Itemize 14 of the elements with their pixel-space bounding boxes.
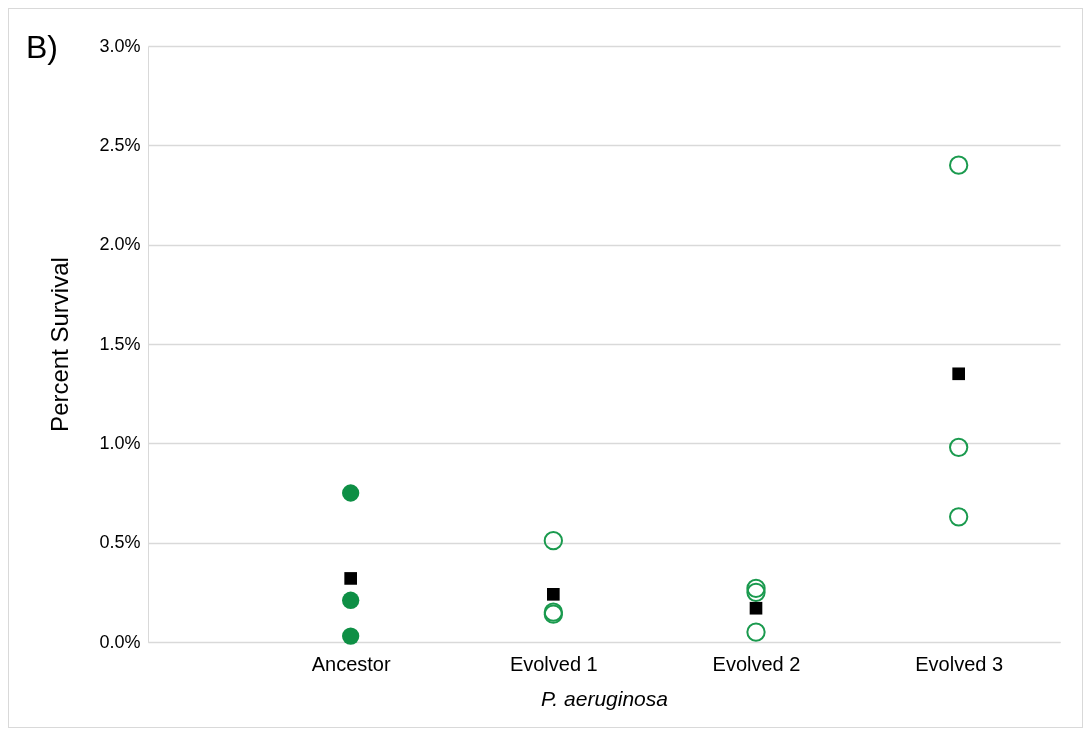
y-tick-label: 3.0% — [99, 35, 141, 56]
chart-title: B) — [26, 29, 58, 65]
x-axis-title: P. aeruginosa — [541, 686, 668, 710]
x-tick-label: Evolved 3 — [915, 652, 1004, 675]
y-tick-label: 0.0% — [99, 631, 141, 652]
x-tick-label: Evolved 1 — [509, 652, 598, 675]
y-tick-label: 2.0% — [99, 234, 141, 255]
y-tick-label: 1.0% — [99, 432, 141, 453]
y-tick-label: 1.5% — [99, 333, 141, 354]
y-axis-title: Percent Survival — [46, 257, 74, 432]
x-tick-label: Evolved 2 — [712, 652, 801, 675]
y-tick-label: 0.5% — [99, 532, 141, 553]
x-tick-label: Ancestor — [311, 652, 391, 675]
y-tick-label: 2.5% — [99, 134, 141, 155]
